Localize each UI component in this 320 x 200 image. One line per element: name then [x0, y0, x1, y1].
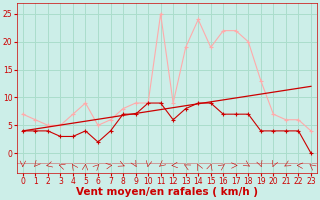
X-axis label: Vent moyen/en rafales ( km/h ): Vent moyen/en rafales ( km/h ): [76, 187, 258, 197]
